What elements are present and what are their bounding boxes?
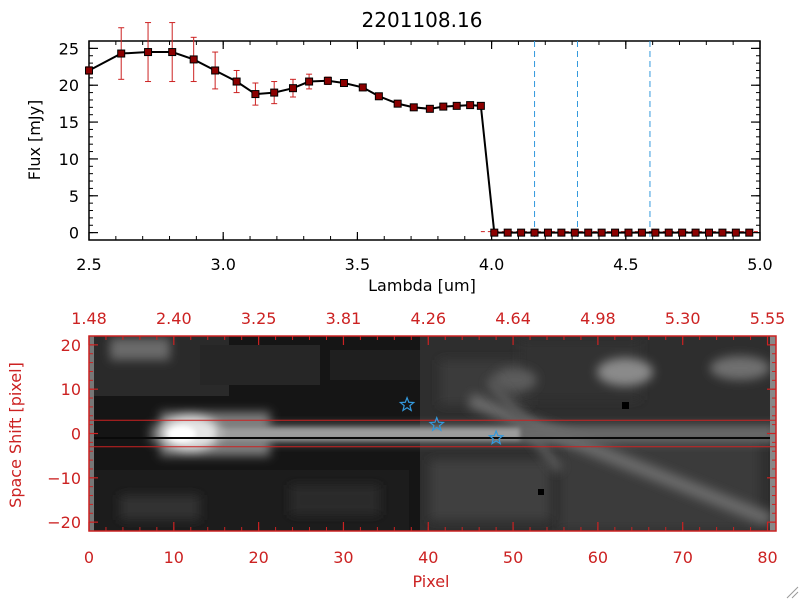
spectral-image (89, 336, 776, 531)
bottom-x-tick-label: 40 (418, 548, 438, 567)
flux-point (718, 228, 727, 237)
bottom-x-tick-label: 50 (503, 548, 523, 567)
flux-point (557, 228, 566, 237)
top-x-axis-label: Lambda [um] (368, 276, 476, 295)
flux-point (409, 103, 418, 112)
flux-point (251, 90, 260, 99)
top-wavelength-tick-label: 3.25 (241, 309, 277, 328)
flux-point (691, 228, 700, 237)
top-wavelength-tick-label: 4.64 (495, 309, 531, 328)
flux-point (517, 228, 526, 237)
flux-point (439, 102, 448, 111)
top-y-axis-label: Flux [mJy] (25, 100, 44, 181)
bottom-x-tick-label: 10 (164, 548, 184, 567)
image-overlay (89, 396, 776, 448)
top-wavelength-tick-label: 1.48 (71, 309, 107, 328)
plot-title: 2201108.16 (362, 8, 483, 32)
top-x-tick-label: 2.5 (76, 255, 101, 274)
flux-point (651, 228, 660, 237)
flux-point (358, 83, 367, 92)
bottom-y-tick-label: −20 (47, 513, 81, 532)
bottom-x-axis-label: Pixel (412, 572, 449, 591)
top-y-tick-label: 15 (59, 113, 79, 132)
flux-point (305, 77, 314, 86)
bottom-y-tick-label: 20 (61, 336, 81, 355)
top-y-tick-label: 25 (59, 39, 79, 58)
flux-point (288, 84, 297, 93)
flux-point (270, 88, 279, 97)
flux-point (476, 101, 485, 110)
flux-point (466, 101, 475, 110)
top-y-tick-label: 0 (69, 224, 79, 243)
bottom-x-tick-label: 80 (757, 548, 777, 567)
flux-point (323, 76, 332, 85)
flux-point (339, 79, 348, 88)
bottom-y-axis-label: Space Shift [pixel] (6, 362, 25, 508)
top-x-tick-label: 4.5 (613, 255, 638, 274)
top-wavelength-tick-label: 5.55 (750, 309, 786, 328)
top-x-tick-label: 3.0 (210, 255, 235, 274)
top-plot-frame (88, 40, 761, 241)
bottom-y-tick-label: 0 (71, 425, 81, 444)
top-wavelength-tick-label: 3.81 (326, 309, 362, 328)
flux-point (168, 48, 177, 57)
flux-point (232, 77, 241, 86)
flux-series (85, 22, 754, 237)
top-wavelength-tick-label: 4.98 (580, 309, 616, 328)
flux-point (731, 228, 740, 237)
image-axis-ticks: 0 10 20 30 40 50 60 70 80 1.48 2.40 3.25 3.81 4.26 4.6… (47, 309, 785, 567)
bottom-y-tick-label: −10 (47, 469, 81, 488)
wavelength-marker-star-icon (428, 415, 445, 432)
flux-point (705, 228, 714, 237)
flux-point (503, 228, 512, 237)
top-axis-ticks: 2.5 3.0 3.5 4.0 4.5 5.0 0 5 10 15 20 25 (59, 39, 773, 274)
flux-point (543, 228, 552, 237)
flux-point (745, 228, 754, 237)
top-x-tick-label: 3.5 (345, 255, 370, 274)
flux-point (393, 99, 402, 108)
top-wavelength-tick-label: 4.26 (410, 309, 446, 328)
flux-point (611, 228, 620, 237)
flux-point (189, 55, 198, 64)
flux-point (624, 228, 633, 237)
flux-point (584, 228, 593, 237)
top-y-tick-label: 5 (69, 187, 79, 206)
bottom-x-tick-label: 0 (84, 548, 94, 567)
top-plot-area (480, 41, 760, 240)
top-x-tick-label: 5.0 (747, 255, 772, 274)
flux-point (570, 228, 579, 237)
bottom-y-tick-label: 10 (61, 380, 81, 399)
top-y-tick-label: 20 (59, 76, 79, 95)
flux-point (374, 92, 383, 101)
flux-point (678, 228, 687, 237)
flux-point (637, 228, 646, 237)
top-wavelength-tick-label: 2.40 (156, 309, 192, 328)
flux-point (117, 49, 126, 58)
wavelength-marker-star-icon (398, 396, 416, 412)
flux-point (530, 228, 539, 237)
bottom-x-tick-label: 30 (333, 548, 353, 567)
resize-grip-icon[interactable] (786, 586, 799, 599)
flux-point (144, 48, 153, 57)
bottom-x-tick-label: 20 (248, 548, 268, 567)
bottom-x-tick-label: 60 (588, 548, 608, 567)
flux-point (490, 228, 499, 237)
top-y-tick-label: 10 (59, 150, 79, 169)
top-wavelength-tick-label: 5.30 (665, 309, 701, 328)
top-x-tick-label: 4.0 (479, 255, 504, 274)
flux-point (452, 101, 461, 110)
flux-point (664, 228, 673, 237)
flux-point (85, 66, 93, 75)
flux-point (597, 228, 606, 237)
flux-point (211, 66, 220, 75)
flux-point (425, 104, 434, 113)
wavelength-marker-star-icon (487, 429, 505, 445)
bottom-x-tick-label: 70 (673, 548, 693, 567)
